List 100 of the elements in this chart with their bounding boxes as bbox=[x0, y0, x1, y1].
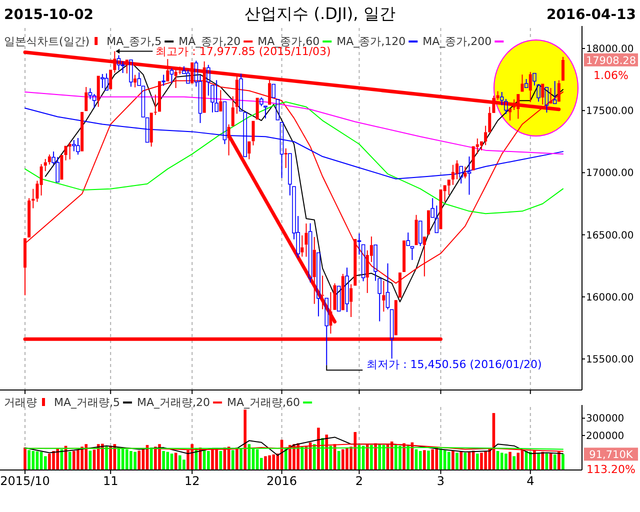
legend-label: MA_종가,60 bbox=[258, 35, 320, 48]
candlestick bbox=[64, 146, 68, 161]
candlestick bbox=[300, 234, 304, 258]
candlestick bbox=[418, 220, 422, 246]
y-tick-label: 300000 bbox=[586, 414, 624, 425]
bar bbox=[130, 451, 132, 470]
annotation: 최저가 : 15,450.56 (2016/01/20) bbox=[326, 358, 542, 372]
candlestick bbox=[252, 120, 255, 146]
bar bbox=[460, 451, 463, 470]
bar bbox=[504, 454, 508, 470]
x-tick-label: 12 bbox=[184, 474, 200, 488]
candlestick bbox=[76, 138, 80, 156]
bar bbox=[207, 451, 210, 470]
candlestick bbox=[134, 74, 137, 88]
candlestick bbox=[80, 112, 84, 152]
candlestick bbox=[456, 160, 459, 180]
bar bbox=[24, 448, 26, 470]
legend-label: MA_종가,200 bbox=[422, 35, 492, 48]
bar bbox=[182, 460, 186, 470]
candlestick bbox=[402, 240, 406, 272]
candlestick bbox=[272, 84, 276, 98]
bar bbox=[427, 450, 430, 470]
candlestick bbox=[28, 198, 31, 238]
candlestick bbox=[508, 108, 512, 122]
bar bbox=[72, 451, 76, 470]
legend-label: 일본식차트(일간) bbox=[4, 35, 90, 48]
candlestick bbox=[406, 232, 410, 246]
candlestick bbox=[150, 112, 153, 148]
candlestick bbox=[451, 164, 454, 186]
x-tick-label: 3 bbox=[436, 474, 445, 488]
x-tick-label: 2015/10 bbox=[0, 474, 50, 488]
y-tick-label: 17500.00 bbox=[586, 106, 634, 118]
annotation: 2015-10-02 bbox=[4, 7, 94, 23]
candlestick bbox=[125, 60, 128, 74]
bar bbox=[431, 449, 434, 470]
x-tick-label: 11 bbox=[102, 474, 118, 488]
line-series bbox=[24, 91, 564, 155]
legend-label: MA_종가,5 bbox=[106, 35, 162, 48]
bar bbox=[48, 454, 51, 470]
bar bbox=[447, 452, 450, 470]
candlestick bbox=[427, 210, 430, 235]
bar bbox=[76, 450, 80, 470]
y-tick-label: 18000.00 bbox=[586, 44, 634, 55]
candlestick bbox=[248, 141, 251, 160]
bar bbox=[138, 450, 141, 470]
annotation: 최저가 : 15,450.56 (2016/01/20) bbox=[366, 358, 542, 372]
candlestick bbox=[544, 86, 549, 114]
bar bbox=[484, 451, 487, 470]
annotation: 1.06% bbox=[594, 68, 628, 82]
bar bbox=[452, 451, 454, 470]
annotation: 2016-04-13 bbox=[546, 7, 636, 23]
candlestick bbox=[239, 73, 243, 112]
candlestick bbox=[520, 74, 524, 92]
candlestick bbox=[480, 141, 483, 151]
candlestick bbox=[276, 99, 280, 120]
candlestick bbox=[439, 189, 442, 230]
candlestick bbox=[549, 87, 552, 104]
bar bbox=[80, 446, 84, 470]
candlestick bbox=[304, 222, 308, 258]
candlestick bbox=[104, 72, 108, 91]
candlestick bbox=[48, 154, 51, 165]
bar bbox=[272, 454, 276, 470]
bar bbox=[508, 452, 512, 470]
bar bbox=[178, 455, 182, 470]
legend-label: MA_종가,20 bbox=[178, 35, 241, 48]
candlestick bbox=[145, 117, 150, 143]
candlestick bbox=[312, 236, 316, 304]
candlestick bbox=[390, 309, 394, 360]
bar bbox=[562, 454, 564, 470]
candlestick bbox=[528, 71, 532, 103]
bar bbox=[84, 444, 88, 470]
y-tick-label: 17000.00 bbox=[586, 168, 634, 180]
candlestick bbox=[414, 214, 418, 246]
bar bbox=[219, 451, 222, 470]
candlestick bbox=[562, 56, 564, 81]
legend-label: MA_거래량,5 bbox=[54, 396, 120, 409]
candlestick bbox=[422, 236, 426, 277]
bar bbox=[101, 444, 104, 470]
legend-label: MA_거래량,20 bbox=[137, 396, 210, 409]
candlestick bbox=[256, 98, 259, 120]
y-tick-label: 15500.00 bbox=[586, 354, 634, 366]
candlestick bbox=[552, 80, 557, 104]
bar bbox=[264, 456, 267, 470]
candlestick bbox=[350, 284, 353, 318]
bar bbox=[134, 452, 136, 470]
candlestick bbox=[382, 280, 386, 312]
candlestick bbox=[324, 298, 329, 366]
candlestick bbox=[316, 252, 320, 317]
bar bbox=[480, 452, 483, 470]
bar bbox=[96, 444, 100, 470]
bar bbox=[476, 454, 479, 470]
candlestick bbox=[243, 112, 247, 158]
bar bbox=[346, 448, 348, 470]
candlestick bbox=[72, 140, 76, 152]
x-tick-label: 4 bbox=[526, 474, 534, 488]
candlestick bbox=[541, 84, 544, 105]
chart-title: 산업지수 (.DJI), 일간 bbox=[244, 4, 396, 23]
y-tick-label: 16000.00 bbox=[586, 292, 634, 304]
candlestick bbox=[219, 90, 222, 112]
candlestick bbox=[472, 146, 475, 170]
